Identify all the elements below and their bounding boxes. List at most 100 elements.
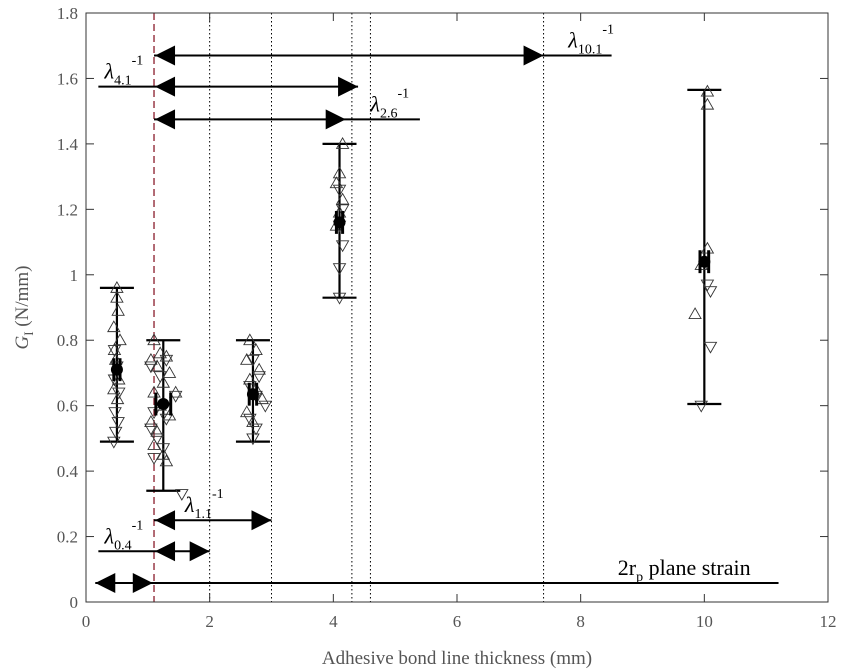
arrow-head bbox=[523, 45, 544, 66]
triangle-up-point bbox=[107, 382, 121, 395]
annotation-label-sup: -1 bbox=[602, 23, 614, 38]
mean-point bbox=[110, 363, 123, 376]
triangle-down-point bbox=[332, 292, 347, 305]
annotation-label-sup: -1 bbox=[132, 518, 144, 533]
annotation-label-main: λ bbox=[104, 59, 115, 84]
annotation-label-suffix: plane strain bbox=[643, 555, 751, 580]
annotation-label: λ0.4-1 bbox=[104, 518, 144, 553]
y-axis-label: GI (N/mm) bbox=[12, 265, 36, 349]
triangle-up-point bbox=[107, 320, 121, 333]
mean-point bbox=[698, 255, 711, 268]
arrow-head bbox=[338, 76, 359, 97]
arrow-head bbox=[325, 109, 346, 130]
triangle-down-point bbox=[246, 354, 260, 367]
triangle-up-point bbox=[329, 176, 344, 189]
triangle-down-point bbox=[111, 387, 126, 400]
annotation-label: 2rp plane strain bbox=[618, 555, 751, 585]
triangle-down-point bbox=[252, 371, 266, 384]
annotation-lambda-10-1: λ10.1 -1 bbox=[154, 23, 614, 66]
y-tick-label: 0.6 bbox=[57, 397, 78, 416]
triangle-down-point bbox=[144, 361, 158, 374]
triangle-up-point bbox=[110, 392, 125, 405]
guide-lines bbox=[153, 13, 545, 602]
triangle-up-point bbox=[246, 415, 260, 427]
annotation-label-sub: 2.6 bbox=[380, 106, 398, 121]
data-group-1 bbox=[99, 280, 134, 449]
triangle-up-point bbox=[249, 343, 263, 355]
data-group-5 bbox=[687, 84, 722, 413]
triangle-up-point bbox=[255, 392, 270, 405]
triangle-up-point bbox=[110, 290, 124, 303]
arrow-head bbox=[155, 109, 176, 130]
triangle-down-point bbox=[243, 413, 257, 426]
annotation-label: λ1.1-1 bbox=[184, 487, 224, 522]
triangle-up-point bbox=[239, 405, 254, 418]
triangle-up-point bbox=[159, 349, 174, 362]
annotation-label: λ2.6 -1 bbox=[369, 86, 409, 121]
arrow-head bbox=[155, 510, 176, 531]
triangle-down-point bbox=[107, 436, 121, 449]
annotation-label-sup: -1 bbox=[397, 86, 409, 101]
arrow-head bbox=[189, 541, 210, 562]
annotation-two-rp: 2rp plane strain bbox=[95, 555, 779, 594]
triangle-up-point bbox=[332, 166, 347, 179]
triangle-up-point bbox=[153, 346, 167, 359]
triangle-down-point bbox=[108, 407, 122, 420]
triangle-down-point bbox=[156, 443, 171, 456]
triangle-up-point bbox=[144, 415, 158, 427]
triangle-up-point bbox=[243, 372, 257, 385]
axis-ticks: 0 2 4 6 8 10 12 0 0.2 0.4 0.6 0.8 1 1.2 1.4 1.6 1.8 bbox=[57, 4, 837, 631]
mean-point bbox=[246, 388, 259, 401]
data-groups bbox=[99, 84, 722, 501]
triangle-down-point bbox=[246, 433, 260, 446]
arrow-head bbox=[155, 45, 176, 66]
annotation-label-main: 2r bbox=[618, 555, 637, 580]
triangle-up-point bbox=[688, 307, 702, 319]
y-axis-label-sub: I bbox=[21, 331, 36, 335]
triangle-down-point bbox=[108, 426, 123, 439]
mean-point bbox=[333, 216, 346, 229]
y-axis-label-unit: (N/mm) bbox=[12, 265, 33, 331]
triangle-down-point bbox=[150, 433, 164, 446]
data-group-2 bbox=[144, 333, 189, 501]
x-tick-label: 0 bbox=[82, 612, 91, 631]
arrow-head bbox=[95, 573, 116, 594]
annotation-label-sup: -1 bbox=[132, 54, 144, 69]
triangle-down-point bbox=[111, 417, 125, 429]
y-axis-label-main: G bbox=[12, 336, 33, 350]
triangle-down-point bbox=[335, 204, 350, 217]
x-tick-label: 10 bbox=[696, 612, 713, 631]
data-group-3 bbox=[235, 333, 273, 446]
y-tick-label: 1.6 bbox=[57, 69, 78, 88]
triangle-down-point bbox=[694, 400, 709, 413]
x-tick-label: 2 bbox=[205, 612, 214, 631]
x-tick-label: 12 bbox=[820, 612, 837, 631]
triangle-up-point bbox=[335, 136, 350, 149]
annotation-label-sub: 0.4 bbox=[114, 538, 132, 553]
triangle-down-point bbox=[147, 453, 161, 465]
annotation-label-sub: p bbox=[636, 570, 643, 585]
annotation-label-main: λ bbox=[369, 91, 380, 116]
y-tick-label: 1.2 bbox=[57, 200, 78, 219]
triangle-down-point bbox=[175, 489, 189, 501]
arrow-head bbox=[155, 541, 176, 562]
annotation-lambda-1-1: λ1.1-1 bbox=[154, 487, 272, 531]
triangle-down-point bbox=[703, 286, 718, 299]
triangle-up-point bbox=[252, 362, 266, 375]
triangle-down-point bbox=[107, 345, 122, 357]
annotation-label-sub: 4.1 bbox=[114, 74, 132, 89]
triangle-down-point bbox=[153, 371, 167, 384]
triangle-up-point bbox=[147, 333, 161, 346]
triangle-down-point bbox=[332, 263, 347, 276]
annotation-label-sub: 1.1 bbox=[194, 507, 212, 522]
triangle-up-point bbox=[107, 343, 122, 355]
annotation-lambda-0-4: λ0.4-1 bbox=[98, 518, 210, 562]
y-tick-label: 0.2 bbox=[57, 528, 78, 547]
triangle-down-point bbox=[168, 390, 183, 403]
triangle-down-point bbox=[332, 184, 347, 197]
triangle-up-point bbox=[150, 424, 164, 437]
y-tick-label: 1.4 bbox=[57, 135, 79, 154]
x-tick-label: 6 bbox=[453, 612, 462, 631]
y-tick-label: 0 bbox=[70, 593, 79, 612]
triangle-up-point bbox=[111, 372, 126, 385]
